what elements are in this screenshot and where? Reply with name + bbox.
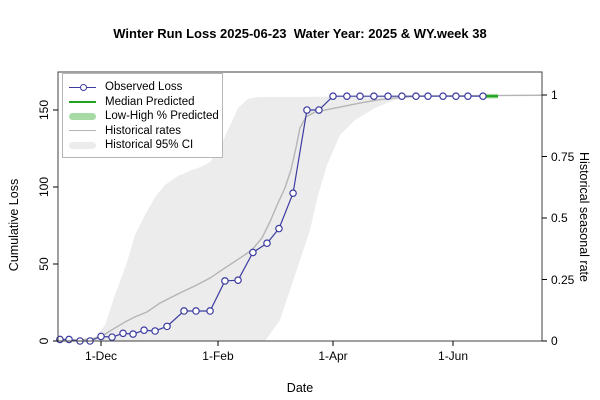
legend-label: Observed Loss (105, 81, 183, 93)
historical-95ci-band (58, 95, 542, 341)
observed-loss-marker (192, 307, 200, 315)
observed-loss-marker (315, 106, 323, 114)
observed-loss-marker (464, 92, 472, 100)
y-right-tick-label: 1 (551, 88, 558, 102)
y-right-tick-label: 0.25 (551, 272, 575, 287)
legend-item-low-high-predicted: Low-High % Predicted (67, 109, 222, 123)
observed-loss-line (59, 95, 483, 342)
y-right-tick-label: 0 (551, 334, 558, 348)
observed-loss-marker (263, 239, 271, 248)
observed-loss-marker (424, 92, 432, 100)
observed-loss-marker (439, 92, 447, 100)
observed-loss-marker (356, 92, 364, 100)
median-predicted-line-swatch (69, 97, 96, 107)
y-right-axis-label: Historical seasonal rate (577, 152, 591, 282)
observed-loss-marker (163, 322, 171, 331)
observed-loss-marker (289, 189, 297, 197)
observed-loss-marker (65, 335, 73, 344)
observed-loss-marker (275, 224, 283, 233)
observed-loss-marker (129, 330, 137, 338)
y-left-tick-label: 150 (37, 100, 51, 121)
observed-loss-marker (221, 277, 229, 285)
legend-item-historical-rates: Historical rates (67, 124, 222, 138)
legend-item-historical-95ci: Historical 95% CI (67, 138, 222, 152)
chart-title: Winter Run Loss 2025-06-23 Water Year: 2… (113, 26, 487, 41)
observed-loss-line-marker-swatch (69, 82, 96, 92)
legend-item-observed-loss: Observed Loss (67, 80, 222, 94)
observed-loss-marker (384, 92, 392, 100)
observed-loss-marker (206, 307, 214, 315)
historical-rates-line (57, 94, 543, 342)
observed-loss-marker (329, 92, 337, 100)
observed-loss-marker (151, 327, 159, 335)
legend-label: Median Predicted (105, 95, 195, 108)
legend-label: Historical 95% CI (105, 139, 194, 151)
low-high-band-swatch (69, 111, 96, 121)
legend-label: Historical rates (105, 124, 182, 137)
legend-label: Low-High % Predicted (105, 110, 219, 122)
observed-loss-marker (108, 333, 116, 341)
observed-loss-marker (370, 92, 378, 100)
x-tick-label: 1-Dec (85, 349, 118, 363)
x-axis-label: Date (286, 381, 314, 395)
observed-loss-marker (479, 92, 487, 100)
y-left-tick-label: 50 (37, 257, 51, 271)
y-left-tick-label: 0 (37, 337, 51, 345)
y-left-axis-label: Cumulative Loss (7, 178, 21, 272)
x-tick-label: 1-Jun (438, 349, 469, 363)
observed-loss-marker (97, 332, 105, 341)
legend-item-median-predicted: Median Predicted (67, 95, 222, 109)
plot-border (57, 71, 543, 342)
observed-loss-marker (343, 92, 351, 100)
observed-loss-marker (398, 92, 406, 100)
historical-rates-line-swatch (69, 126, 96, 136)
x-tick-label: 1-Feb (202, 349, 234, 363)
x-tick-label: 1-Apr (318, 349, 348, 363)
observed-loss-marker (180, 307, 188, 315)
observed-loss-marker (452, 92, 460, 100)
y-right-tick-label: 0.5 (551, 211, 568, 225)
observed-loss-marker (119, 329, 127, 338)
observed-loss-marker (412, 92, 420, 100)
observed-loss-marker (140, 326, 148, 335)
observed-loss-marker (234, 276, 242, 284)
y-right-tick-label: 0.75 (551, 149, 575, 164)
y-left-tick-label: 100 (37, 177, 51, 198)
historical-95ci-band-swatch (69, 140, 96, 150)
observed-loss-marker (249, 248, 257, 257)
legend: Observed Loss Median Predicted Low-High … (62, 73, 223, 158)
observed-loss-marker (303, 106, 311, 114)
